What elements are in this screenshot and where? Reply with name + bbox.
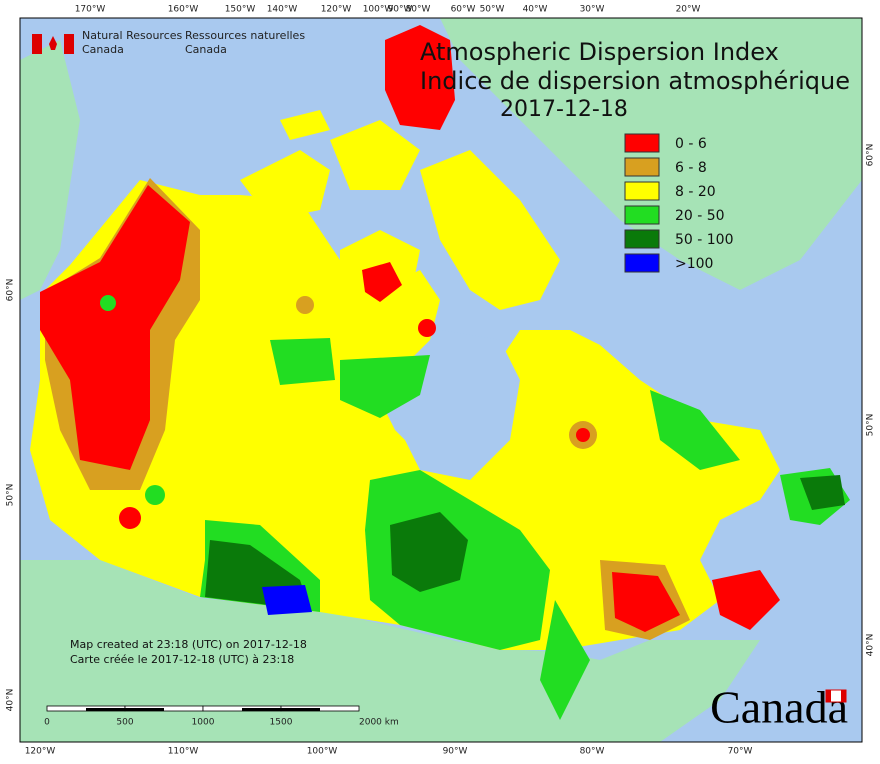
index-0-6 — [362, 262, 402, 302]
agency-en: Canada — [82, 43, 124, 56]
graticule-label: 40°W — [523, 5, 548, 15]
index-6-8 — [296, 296, 314, 314]
legend-swatch — [624, 205, 660, 225]
scale-label: 1000 — [192, 718, 215, 728]
wordmark-flag — [826, 690, 831, 702]
index-20-50 — [650, 390, 740, 470]
flag-bar — [32, 34, 42, 54]
graticule-label: 120°W — [25, 747, 56, 757]
graticule-label: 110°W — [168, 747, 199, 757]
graticule-label: 60°N — [6, 279, 16, 302]
graticule-label: 30°W — [580, 5, 605, 15]
graticule-label: 160°W — [168, 5, 199, 15]
graticule-label: 50°W — [480, 5, 505, 15]
graticule-label: 100°W — [363, 5, 394, 15]
index-20-50 — [270, 338, 335, 385]
legend-label: 8 - 20 — [675, 184, 716, 200]
scale-label: 500 — [116, 718, 133, 728]
scale-label: 1500 — [270, 718, 293, 728]
legend-label: 0 - 6 — [675, 136, 707, 152]
graticule-label: 50°N — [6, 484, 16, 507]
title: Indice de dispersion atmosphérique — [420, 67, 850, 95]
graticule-label: 80°W — [580, 747, 605, 757]
index-50-100 — [390, 512, 468, 592]
graticule-label: 60°W — [451, 5, 476, 15]
legend-swatch — [624, 253, 660, 273]
graticule-label: 60°N — [866, 144, 876, 167]
legend-swatch — [624, 181, 660, 201]
legend-swatch — [624, 157, 660, 177]
frame — [19, 17, 863, 743]
ellesmere — [385, 25, 455, 130]
legend-label: 20 - 50 — [675, 208, 725, 224]
agency-fr: Ressources naturelles — [185, 29, 305, 42]
graticule-label: 170°W — [75, 5, 106, 15]
graticule-label: 40°N — [6, 689, 16, 712]
index-0-6 — [712, 570, 780, 630]
legend-label: 50 - 100 — [675, 232, 734, 248]
graticule-label: 120°W — [321, 5, 352, 15]
index-gt-100 — [262, 585, 312, 615]
agency-fr: Canada — [185, 43, 227, 56]
graticule-label: 40°N — [866, 634, 876, 657]
legend-label: >100 — [675, 256, 713, 272]
scale-label: 0 — [44, 718, 50, 728]
credit: Map created at 23:18 (UTC) on 2017-12-18 — [70, 638, 307, 651]
graticule-label: 80°W — [406, 5, 431, 15]
flag-leaf — [49, 36, 57, 50]
index-20-50 — [340, 355, 430, 418]
legend-swatch — [624, 229, 660, 249]
agency-en: Natural Resources — [82, 29, 183, 42]
index-0-6 — [40, 185, 190, 470]
island — [240, 150, 330, 220]
graticule-label: 90°W — [388, 5, 413, 15]
baffin — [420, 150, 560, 310]
scale-segment — [242, 708, 281, 711]
island — [280, 110, 330, 140]
scale-segment — [125, 708, 164, 711]
date: 2017-12-18 — [500, 97, 628, 122]
index-20-50 — [540, 600, 590, 720]
flag-bar — [64, 34, 74, 54]
index-20-50 — [100, 295, 116, 311]
graticule-label: 20°W — [676, 5, 701, 15]
greenland — [440, 18, 862, 290]
index-0-6 — [418, 319, 436, 337]
index-20-50 — [145, 485, 165, 505]
graticule-label: 140°W — [267, 5, 298, 15]
graticule-label: 90°W — [443, 747, 468, 757]
index-0-6 — [119, 507, 141, 529]
scale-label: 2000 km — [359, 718, 399, 728]
legend-label: 6 - 8 — [675, 160, 707, 176]
scale-segment — [281, 708, 320, 711]
graticule-label: 100°W — [307, 747, 338, 757]
wordmark: Canada — [710, 682, 848, 733]
graticule-label: 50°N — [866, 414, 876, 437]
legend-swatch — [624, 133, 660, 153]
index-0-6 — [576, 428, 590, 442]
credit: Carte créée le 2017-12-18 (UTC) à 23:18 — [70, 653, 294, 666]
island — [330, 120, 420, 190]
scale-segment — [86, 708, 125, 711]
graticule-label: 70°W — [728, 747, 753, 757]
index-0-6 — [612, 572, 680, 632]
graticule-label: 150°W — [225, 5, 256, 15]
alaska — [20, 40, 80, 300]
wordmark-flag — [841, 690, 846, 702]
index-50-100 — [800, 475, 845, 510]
usa — [20, 560, 760, 742]
title: Atmospheric Dispersion Index — [420, 38, 779, 66]
